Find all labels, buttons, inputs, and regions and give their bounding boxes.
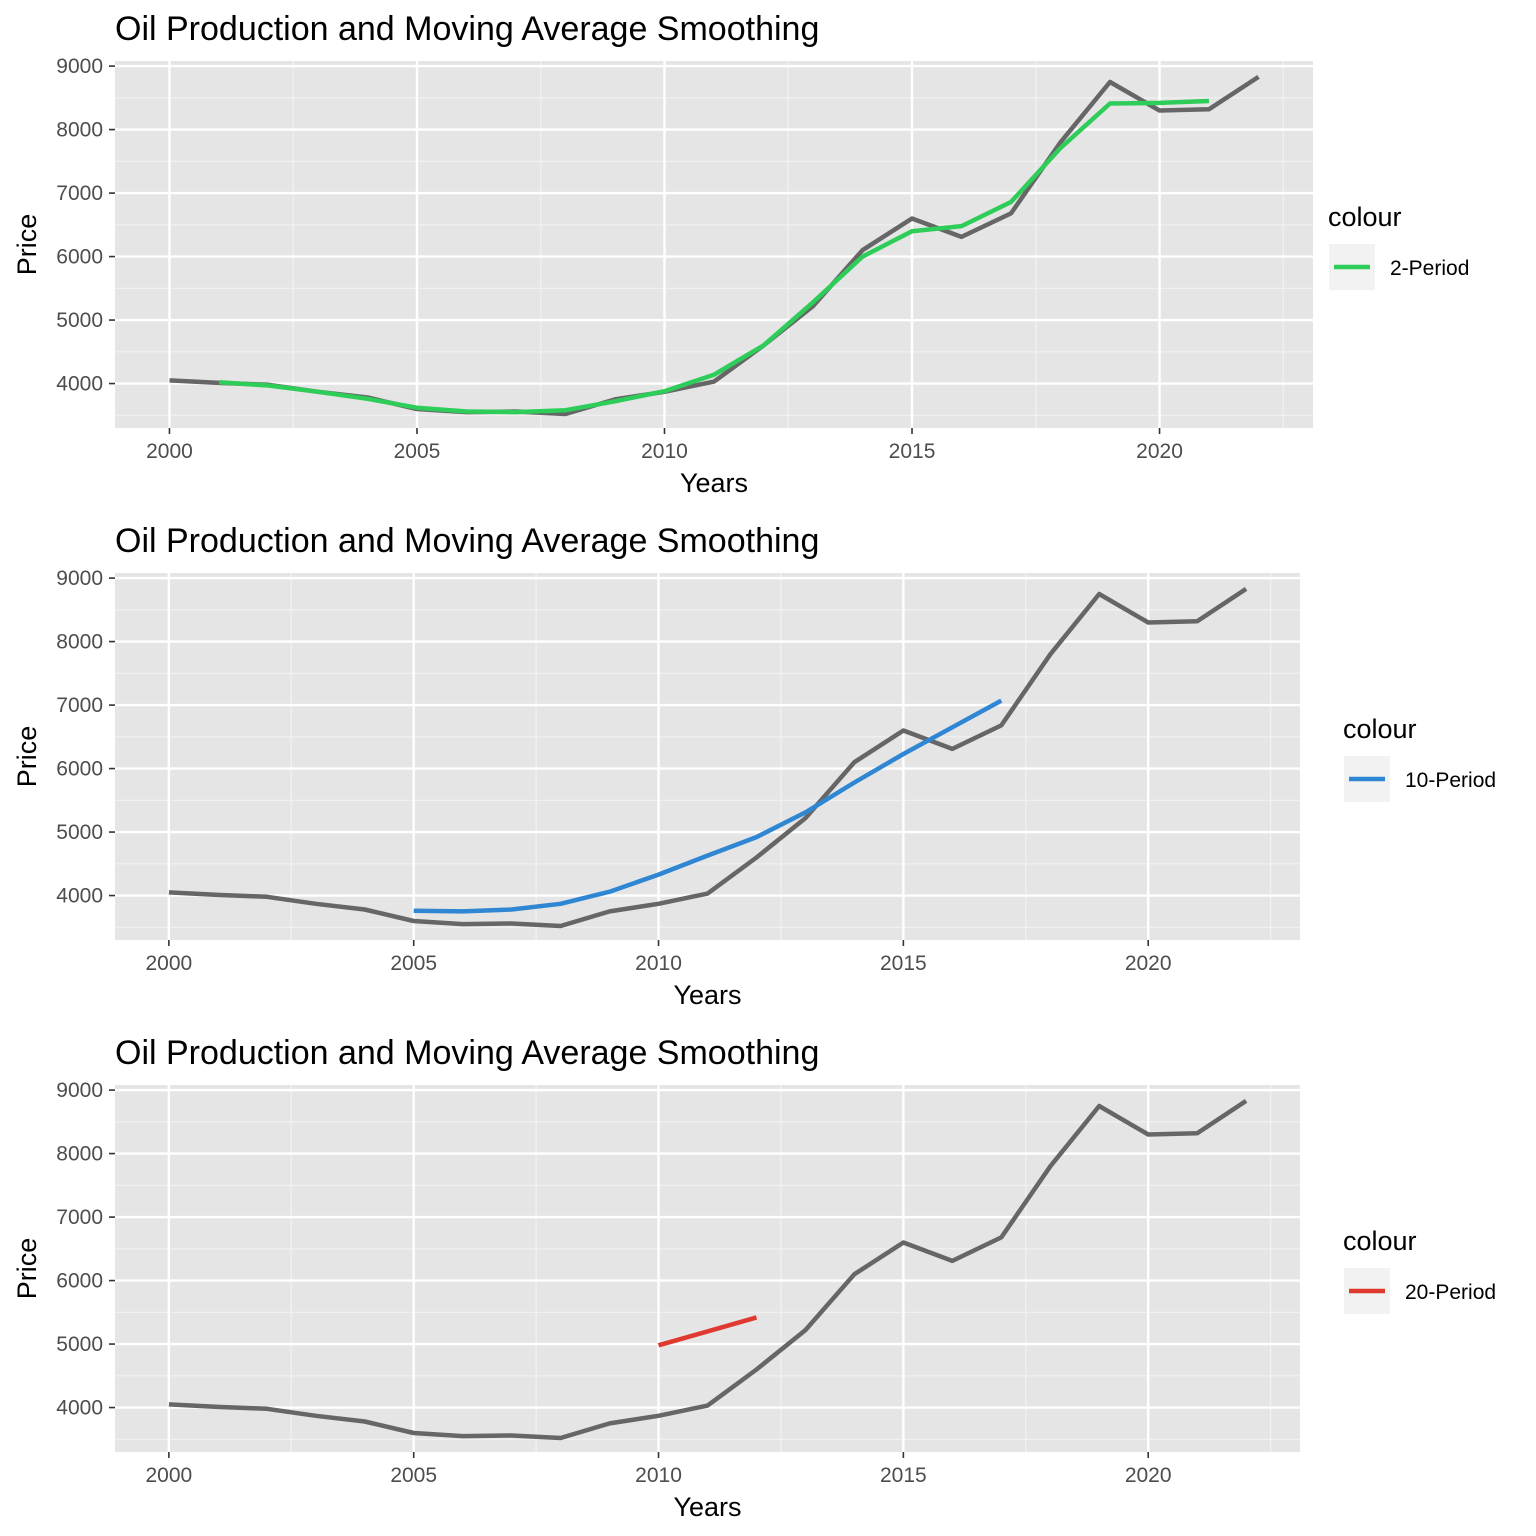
y-tick-label: 7000 xyxy=(56,1206,103,1229)
legend-label: 10-Period xyxy=(1405,769,1496,792)
x-tick-label: 2010 xyxy=(635,952,682,975)
x-tick-label: 2005 xyxy=(390,1464,437,1487)
plot-background xyxy=(115,1085,1300,1452)
chart-title: Oil Production and Moving Average Smooth… xyxy=(115,10,819,48)
series-line-original xyxy=(168,1099,1248,1441)
chart-panel-2: Oil Production and Moving Average Smooth… xyxy=(12,522,1496,1010)
legend: colour 10-Period xyxy=(1343,714,1496,802)
x-tick-label: 2015 xyxy=(880,1464,927,1487)
legend-label: 2-Period xyxy=(1390,257,1469,280)
y-tick-label: 8000 xyxy=(56,119,103,142)
y-tick-label: 9000 xyxy=(56,567,103,590)
x-tick-label: 2005 xyxy=(390,952,437,975)
plot-background xyxy=(115,61,1313,428)
x-tick-label: 2020 xyxy=(1125,1464,1172,1487)
series-line-10-period xyxy=(413,698,1003,914)
gridlines xyxy=(115,1085,1300,1452)
y-tick-label: 9000 xyxy=(56,55,103,78)
series-line-20-period xyxy=(657,1315,758,1348)
y-axis-title: Price xyxy=(12,214,42,276)
x-tick-label: 2015 xyxy=(880,952,927,975)
x-tick-label: 2020 xyxy=(1136,440,1183,463)
chart-panel-1: Oil Production and Moving Average Smooth… xyxy=(12,10,1469,498)
x-tick-label: 2020 xyxy=(1125,952,1172,975)
y-tick-label: 8000 xyxy=(56,1143,103,1166)
x-axis-title: Years xyxy=(673,980,741,1010)
legend: colour 2-Period xyxy=(1328,202,1469,290)
y-tick-label: 8000 xyxy=(56,631,103,654)
series-line-2-period xyxy=(218,98,1210,415)
y-tick-label: 6000 xyxy=(56,1270,103,1293)
x-tick-label: 2000 xyxy=(146,440,193,463)
x-tick-label: 2005 xyxy=(394,440,441,463)
y-tick-label: 5000 xyxy=(56,821,103,844)
legend-label: 20-Period xyxy=(1405,1281,1496,1304)
plot-background xyxy=(115,573,1300,940)
x-axis-title: Years xyxy=(673,1492,741,1522)
series-line-original xyxy=(168,587,1248,929)
y-tick-label: 6000 xyxy=(56,246,103,269)
legend-title: colour xyxy=(1343,714,1417,744)
chart-title: Oil Production and Moving Average Smooth… xyxy=(115,1034,819,1072)
y-tick-label: 5000 xyxy=(56,309,103,332)
y-tick-label: 7000 xyxy=(56,694,103,717)
axes: 2000 2005 2010 2015 2020 4000 5000 6000 7000 8000… xyxy=(56,1079,1171,1487)
y-tick-label: 9000 xyxy=(56,1079,103,1102)
x-tick-label: 2015 xyxy=(889,440,936,463)
x-axis-title: Years xyxy=(680,468,748,498)
chart-title: Oil Production and Moving Average Smooth… xyxy=(115,522,819,560)
x-tick-label: 2000 xyxy=(146,1464,193,1487)
x-tick-label: 2010 xyxy=(635,1464,682,1487)
y-tick-label: 6000 xyxy=(56,758,103,781)
axes: 2000 2005 2010 2015 2020 4000 5000 6000 7000 8000… xyxy=(56,55,1183,463)
legend-title: colour xyxy=(1343,1226,1417,1256)
y-tick-label: 5000 xyxy=(56,1333,103,1356)
y-tick-label: 7000 xyxy=(56,182,103,205)
x-tick-label: 2010 xyxy=(641,440,688,463)
x-tick-label: 2000 xyxy=(146,952,193,975)
y-axis-title: Price xyxy=(12,1238,42,1300)
axes: 2000 2005 2010 2015 2020 4000 5000 6000 7000 8000… xyxy=(56,567,1171,975)
y-axis-title: Price xyxy=(12,726,42,788)
y-tick-label: 4000 xyxy=(56,1397,103,1420)
gridlines xyxy=(115,61,1313,428)
legend-title: colour xyxy=(1328,202,1402,232)
legend: colour 20-Period xyxy=(1343,1226,1496,1314)
y-tick-label: 4000 xyxy=(56,373,103,396)
chart-panel-3: Oil Production and Moving Average Smooth… xyxy=(12,1034,1496,1522)
y-tick-label: 4000 xyxy=(56,885,103,908)
